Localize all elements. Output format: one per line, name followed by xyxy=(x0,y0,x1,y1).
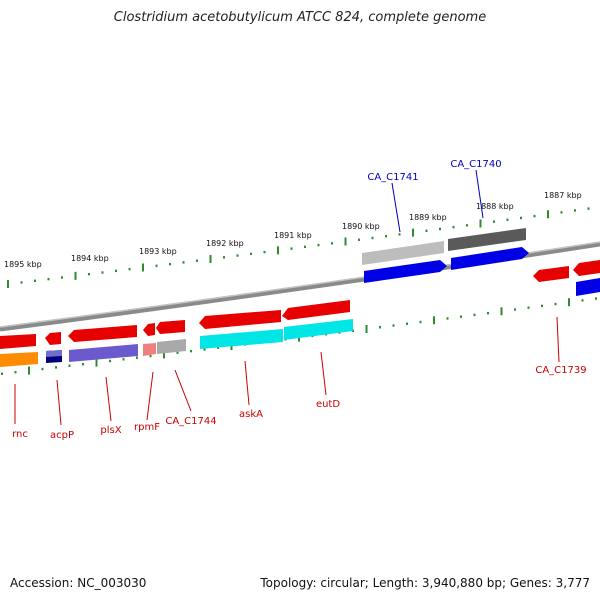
label-CA_C1741[interactable]: CA_C1741 xyxy=(367,172,418,183)
label-CA_C1740[interactable]: CA_C1740 xyxy=(450,159,501,170)
leader-CA_C1740 xyxy=(475,169,484,219)
cog-bar-CA_C1740 xyxy=(448,228,526,251)
leader-CA_C1744 xyxy=(174,369,192,412)
leader-CA_C1741 xyxy=(391,182,401,233)
cog-bar-rnc xyxy=(0,352,38,367)
tick-label-1894: 1894 kbp xyxy=(71,254,109,263)
tick-label-1892: 1892 kbp xyxy=(206,239,244,248)
leader-plsX xyxy=(105,376,112,422)
upper-ruler xyxy=(7,207,590,289)
tick-labels: 1895 kbp 1894 kbp 1893 kbp 1892 kbp 1891… xyxy=(4,191,582,269)
gene-askA-arrow[interactable] xyxy=(199,310,281,329)
gene-labels: rnc acpP plsX rpmF CA_C1744 askA eutD CA… xyxy=(12,159,587,441)
forward-strand-genes xyxy=(362,228,600,296)
reverse-strand-genes xyxy=(0,260,600,349)
gene-right-edge-arrow[interactable] xyxy=(573,260,600,276)
label-rpmF[interactable]: rpmF xyxy=(134,422,160,433)
tick-label-1891: 1891 kbp xyxy=(274,231,312,240)
gene-CA_C1740-arrow[interactable] xyxy=(451,247,529,270)
tick-label-1895: 1895 kbp xyxy=(4,260,42,269)
gene-acpP-arrow[interactable] xyxy=(45,332,61,345)
cog-bar-acpP-top xyxy=(46,350,62,357)
cog-bar-CA_C1744 xyxy=(157,339,186,354)
leader-askA xyxy=(244,360,250,406)
tick-label-1893: 1893 kbp xyxy=(139,247,177,256)
leader-rpmF xyxy=(146,371,154,421)
tick-label-1887: 1887 kbp xyxy=(544,191,582,200)
reverse-strand-cog-bars xyxy=(0,319,353,367)
gene-eutD-arrow[interactable] xyxy=(282,300,350,320)
gene-rpmF-arrow[interactable] xyxy=(143,323,155,336)
leader-lines xyxy=(14,169,560,426)
gene-rnc-arrow[interactable] xyxy=(0,334,36,349)
gene-CA_C1744-arrow[interactable] xyxy=(156,320,185,334)
gene-CA_C1741-arrow[interactable] xyxy=(364,260,447,283)
cog-bar-rpmF xyxy=(143,343,156,356)
accession-text: Accession: NC_003030 xyxy=(10,576,147,590)
tick-label-1890: 1890 kbp xyxy=(342,222,380,231)
leader-eutD xyxy=(320,351,327,396)
leader-CA_C1739 xyxy=(556,316,560,363)
cog-bar-askA xyxy=(200,329,283,349)
label-acpP[interactable]: acpP xyxy=(50,430,74,441)
cog-bar-plsX xyxy=(69,344,138,362)
cog-bar-CA_C1741 xyxy=(362,241,444,265)
label-CA_C1739[interactable]: CA_C1739 xyxy=(535,365,586,376)
tick-label-1889: 1889 kbp xyxy=(409,213,447,222)
label-askA[interactable]: askA xyxy=(239,409,263,420)
label-rnc[interactable]: rnc xyxy=(12,429,28,440)
leader-acpP xyxy=(56,379,62,426)
gene-CA_C1739-arrow[interactable] xyxy=(533,266,569,282)
cog-bar-eutD xyxy=(284,319,353,340)
gene-plsX-arrow[interactable] xyxy=(68,325,137,342)
label-CA_C1744[interactable]: CA_C1744 xyxy=(165,416,216,427)
tick-label-1888: 1888 kbp xyxy=(476,202,514,211)
gene-right-edge-forward-arrow[interactable] xyxy=(576,278,600,296)
label-eutD[interactable]: eutD xyxy=(316,399,340,410)
topology-text: Topology: circular; Length: 3,940,880 bp… xyxy=(260,576,590,590)
map-title: Clostridium acetobutylicum ATCC 824, com… xyxy=(113,10,487,25)
label-plsX[interactable]: plsX xyxy=(100,425,121,436)
